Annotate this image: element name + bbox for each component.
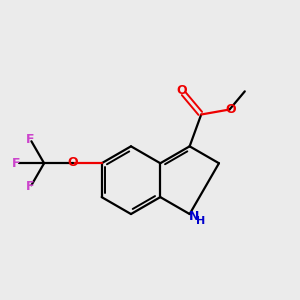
Text: F: F (26, 180, 34, 193)
Text: O: O (68, 156, 78, 169)
Text: H: H (196, 215, 206, 226)
Text: O: O (226, 103, 236, 116)
Text: F: F (12, 157, 21, 170)
Text: N: N (189, 210, 199, 223)
Text: F: F (26, 133, 34, 146)
Text: O: O (176, 85, 187, 98)
